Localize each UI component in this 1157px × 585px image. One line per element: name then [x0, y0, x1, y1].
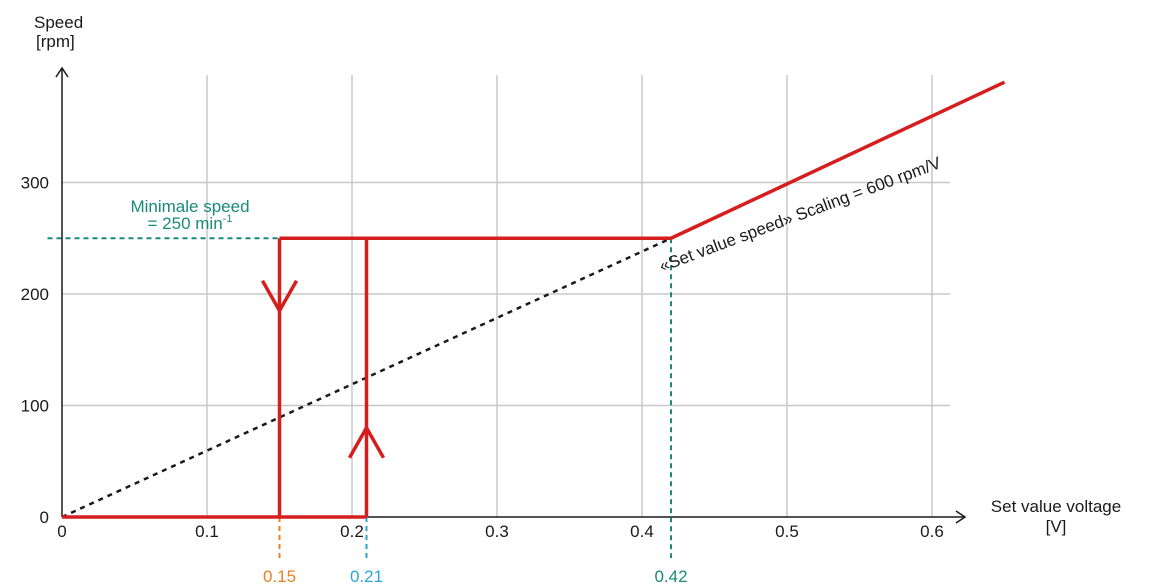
voltage-reference-label: 0.42	[654, 567, 687, 585]
x-tick-label: 0.1	[195, 522, 219, 541]
voltage-reference-label: 0.21	[350, 567, 383, 585]
y-axis-title: Speed	[34, 13, 83, 32]
reference-lines-layer	[47, 237, 672, 558]
scaling-label: «Set value speed» Scaling = 600 rpm/V	[657, 153, 944, 276]
grid-layer	[62, 75, 950, 517]
arrow-up-icon	[347, 424, 386, 459]
y-tick-label: 200	[21, 285, 49, 304]
y-tick-label: 300	[21, 174, 49, 193]
y-axis-arrowhead	[55, 66, 69, 78]
x-tick-label: 0.4	[630, 522, 654, 541]
min-speed-exponent: -1	[223, 213, 233, 225]
x-tick-label: 0.3	[485, 522, 509, 541]
voltage-reference-label: 0.15	[263, 567, 296, 585]
x-tick-label: 0.2	[340, 522, 364, 541]
y-tick-label: 0	[40, 508, 49, 527]
x-axis-title: Set value voltage	[991, 497, 1121, 516]
min-speed-value-text: = 250 min	[148, 214, 223, 233]
x-tick-label: 0.6	[920, 522, 944, 541]
min-speed-label: Minimale speed	[130, 197, 249, 216]
min-speed-value: = 250 min-1	[148, 213, 233, 233]
x-axis-arrowhead	[955, 510, 967, 524]
y-tick-label: 100	[21, 397, 49, 416]
hysteresis-line-segment	[670, 80, 1006, 240]
arrow-down-icon	[260, 279, 299, 315]
x-tick-label: 0	[57, 522, 66, 541]
text-layer: 0 0.1 0.2 0.3 0.4 0.5 0.6 0 100 200 300 Speed[rpm] S…	[21, 13, 1122, 585]
y-axis-unit: [rpm]	[36, 32, 75, 51]
x-tick-label: 0.5	[775, 522, 799, 541]
series-layer	[61, 80, 1006, 519]
x-axis-unit: [V]	[1046, 517, 1067, 536]
axis-layer	[55, 66, 967, 524]
